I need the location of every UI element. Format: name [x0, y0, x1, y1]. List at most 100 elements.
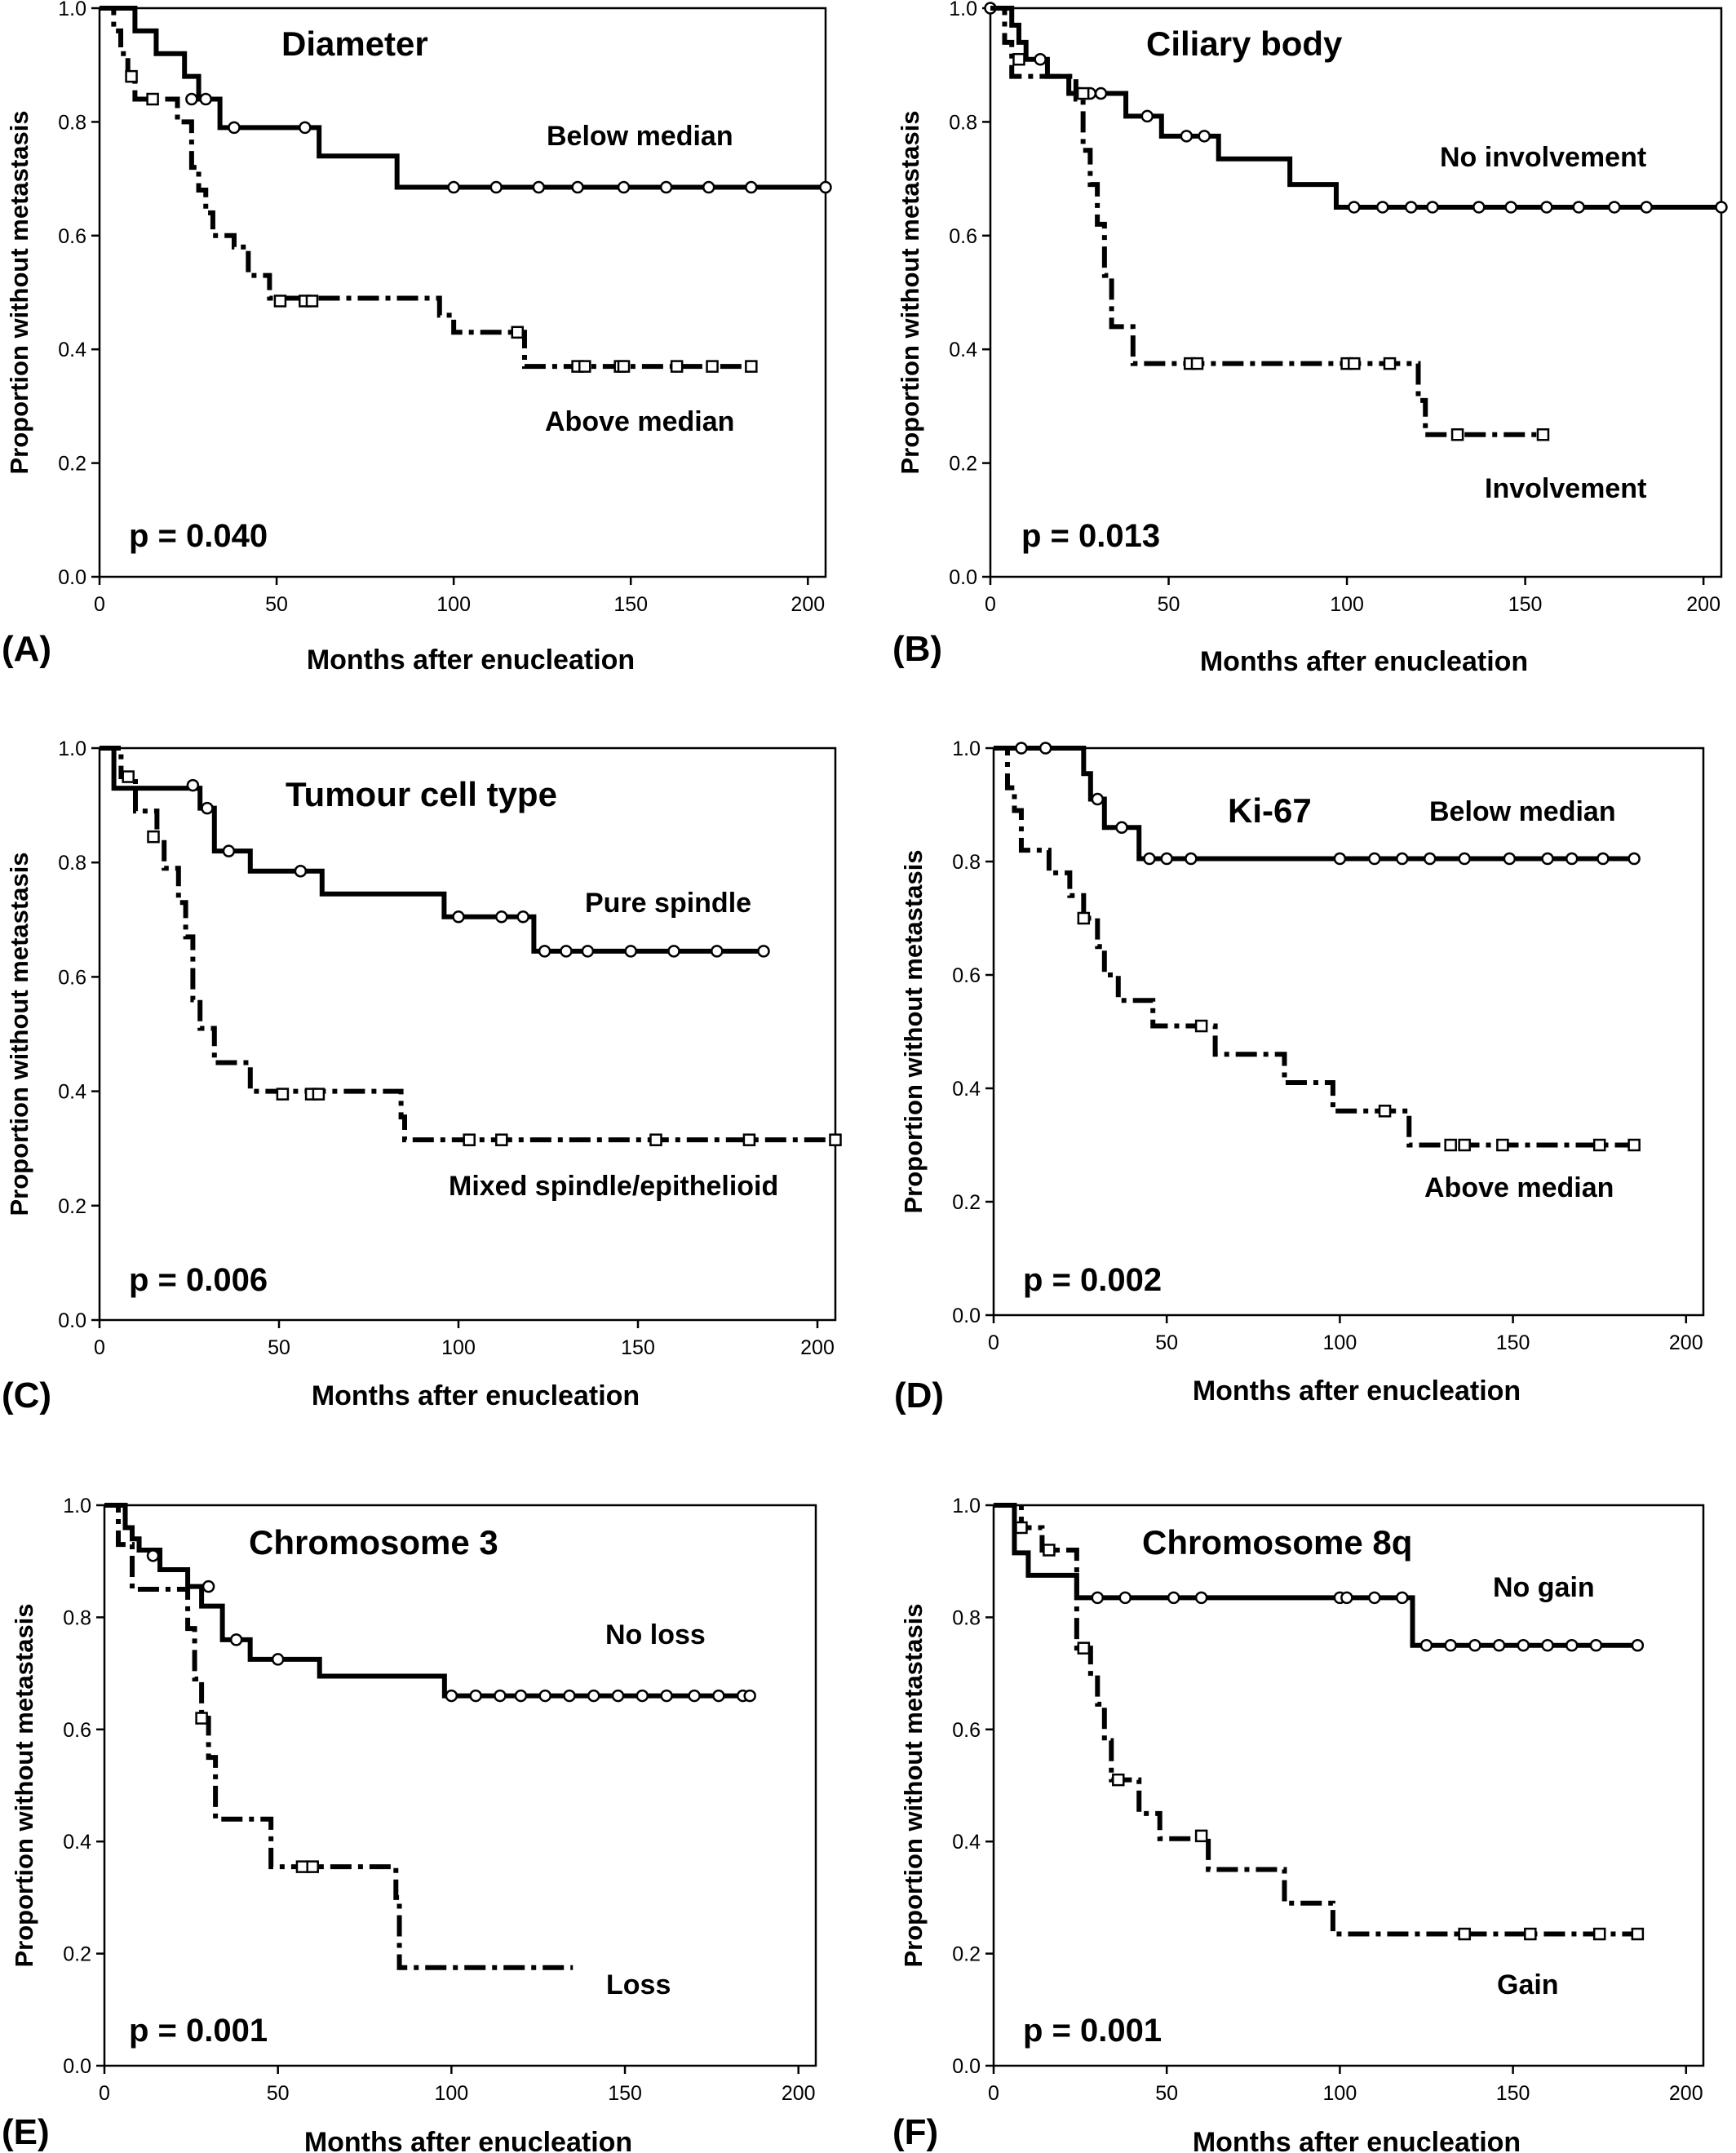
censor-mark [1368, 852, 1381, 866]
censor-mark [273, 295, 287, 308]
y-tick-label: 0.8 [949, 111, 977, 134]
x-tick-label: 0 [99, 2082, 110, 2105]
censor-mark [1194, 1019, 1208, 1033]
censor-mark [494, 1689, 507, 1703]
p-value: p = 0.001 [1023, 2013, 1162, 2049]
survival-curve-dashed [994, 746, 1635, 1148]
series-label: No involvement [1440, 142, 1646, 173]
x-axis-label: Months after enucleation [1193, 1376, 1521, 1407]
x-tick-label: 0 [94, 593, 105, 616]
censor-mark [581, 945, 595, 958]
censor-mark [578, 360, 591, 373]
survival-curve-dashed [100, 6, 755, 370]
y-tick-label: 0.0 [63, 2055, 91, 2078]
y-tick-label: 0.8 [58, 852, 86, 875]
x-tick-label: 150 [1508, 593, 1543, 616]
y-tick-label: 0.4 [952, 1831, 981, 1854]
x-tick-label: 0 [988, 2082, 999, 2105]
y-tick-label: 0.6 [63, 1719, 91, 1742]
y-tick-label: 0.8 [58, 111, 86, 134]
censor-mark [1396, 852, 1409, 866]
series-label: Loss [606, 1969, 671, 2000]
censor-mark [667, 945, 680, 958]
censor-mark [1140, 109, 1154, 123]
censor-mark [670, 360, 684, 373]
panel-letter: (A) [2, 629, 51, 669]
y-tick-label: 0.6 [58, 225, 86, 248]
survival-curve-solid [104, 1503, 746, 1699]
censor-mark [146, 92, 159, 106]
y-tick-label: 0.2 [949, 453, 977, 476]
p-value: p = 0.002 [1023, 1262, 1162, 1298]
km-panel-d: 0 50 100 150 200 0.0 0.2 0.4 0.6 0.8 1.0 Proportion… [894, 738, 1705, 1415]
survival-curve-solid [990, 6, 1721, 210]
censor-mark [1038, 742, 1052, 755]
censor-mark [649, 1133, 662, 1146]
y-tick-label: 0.4 [952, 1078, 981, 1101]
censor-mark [1596, 852, 1610, 866]
y-tick-label: 0.0 [952, 1305, 981, 1327]
censor-mark [1143, 852, 1156, 866]
x-tick-label: 100 [435, 2082, 469, 2105]
y-tick-label: 0.6 [952, 1719, 981, 1742]
censor-mark [1715, 201, 1728, 214]
x-tick-label: 100 [1323, 1331, 1357, 1354]
series-label: Gain [1497, 1969, 1559, 2000]
p-value: p = 0.001 [129, 2013, 268, 2049]
y-tick-label: 0.8 [952, 1606, 981, 1629]
panel-letter: (F) [892, 2112, 938, 2152]
censor-mark [495, 1133, 508, 1146]
censor-mark [1180, 130, 1194, 143]
censor-mark [1376, 201, 1389, 214]
p-value: p = 0.006 [129, 1262, 268, 1298]
censor-mark [1194, 1591, 1208, 1605]
survival-curve-dashed [104, 1503, 574, 1970]
censor-mark [1115, 821, 1128, 835]
censor-mark [1348, 201, 1361, 214]
censor-mark [229, 1633, 243, 1646]
censor-mark [571, 180, 584, 194]
y-tick-label: 0.4 [58, 1081, 86, 1104]
panel-title: Ciliary body [1146, 24, 1343, 63]
censor-mark [222, 844, 236, 857]
censor-mark [469, 1689, 482, 1703]
censor-mark [1472, 201, 1486, 214]
censor-mark [1503, 852, 1517, 866]
censor-mark [829, 1133, 842, 1146]
censor-mark [1517, 1639, 1530, 1652]
censor-mark [199, 92, 212, 106]
survival-curve-dashed [100, 746, 835, 1143]
censor-mark [819, 180, 832, 194]
x-tick-label: 50 [265, 593, 288, 616]
panel-title: Ki-67 [1228, 791, 1312, 830]
censor-mark [295, 1860, 309, 1873]
survival-curve-solid [100, 746, 764, 954]
censor-mark [538, 1689, 551, 1703]
y-tick-label: 1.0 [952, 1495, 981, 1517]
y-tick-label: 0.2 [952, 1191, 981, 1214]
series-label: Below median [1429, 796, 1616, 827]
y-tick-label: 0.2 [58, 1195, 86, 1218]
censor-mark [532, 180, 546, 194]
censor-mark [563, 1689, 576, 1703]
km-panel-b: 0 50 100 150 200 0.0 0.2 0.4 0.6 0.8 1.0 Proportion… [892, 0, 1728, 677]
censor-mark [452, 910, 465, 924]
x-tick-label: 150 [1496, 1331, 1530, 1354]
censor-mark [659, 180, 673, 194]
p-value: p = 0.040 [129, 518, 268, 554]
censor-mark [712, 1689, 725, 1703]
x-tick-label: 50 [267, 2082, 290, 2105]
censor-mark [1368, 1591, 1381, 1605]
km-panel-e: 0 50 100 150 200 0.0 0.2 0.4 0.6 0.8 1.0 Proportion… [2, 1495, 817, 2153]
censor-mark [201, 801, 214, 815]
p-value: p = 0.013 [1021, 518, 1160, 554]
censor-mark [1608, 201, 1621, 214]
censor-mark [1565, 1639, 1579, 1652]
series-label: Mixed spindle/epithelioid [449, 1171, 778, 1202]
censor-mark [463, 1133, 476, 1146]
censor-mark [489, 180, 503, 194]
censor-mark [195, 1712, 208, 1725]
censor-mark [1450, 428, 1464, 441]
censor-mark [299, 121, 312, 135]
censor-mark [1077, 1641, 1091, 1655]
